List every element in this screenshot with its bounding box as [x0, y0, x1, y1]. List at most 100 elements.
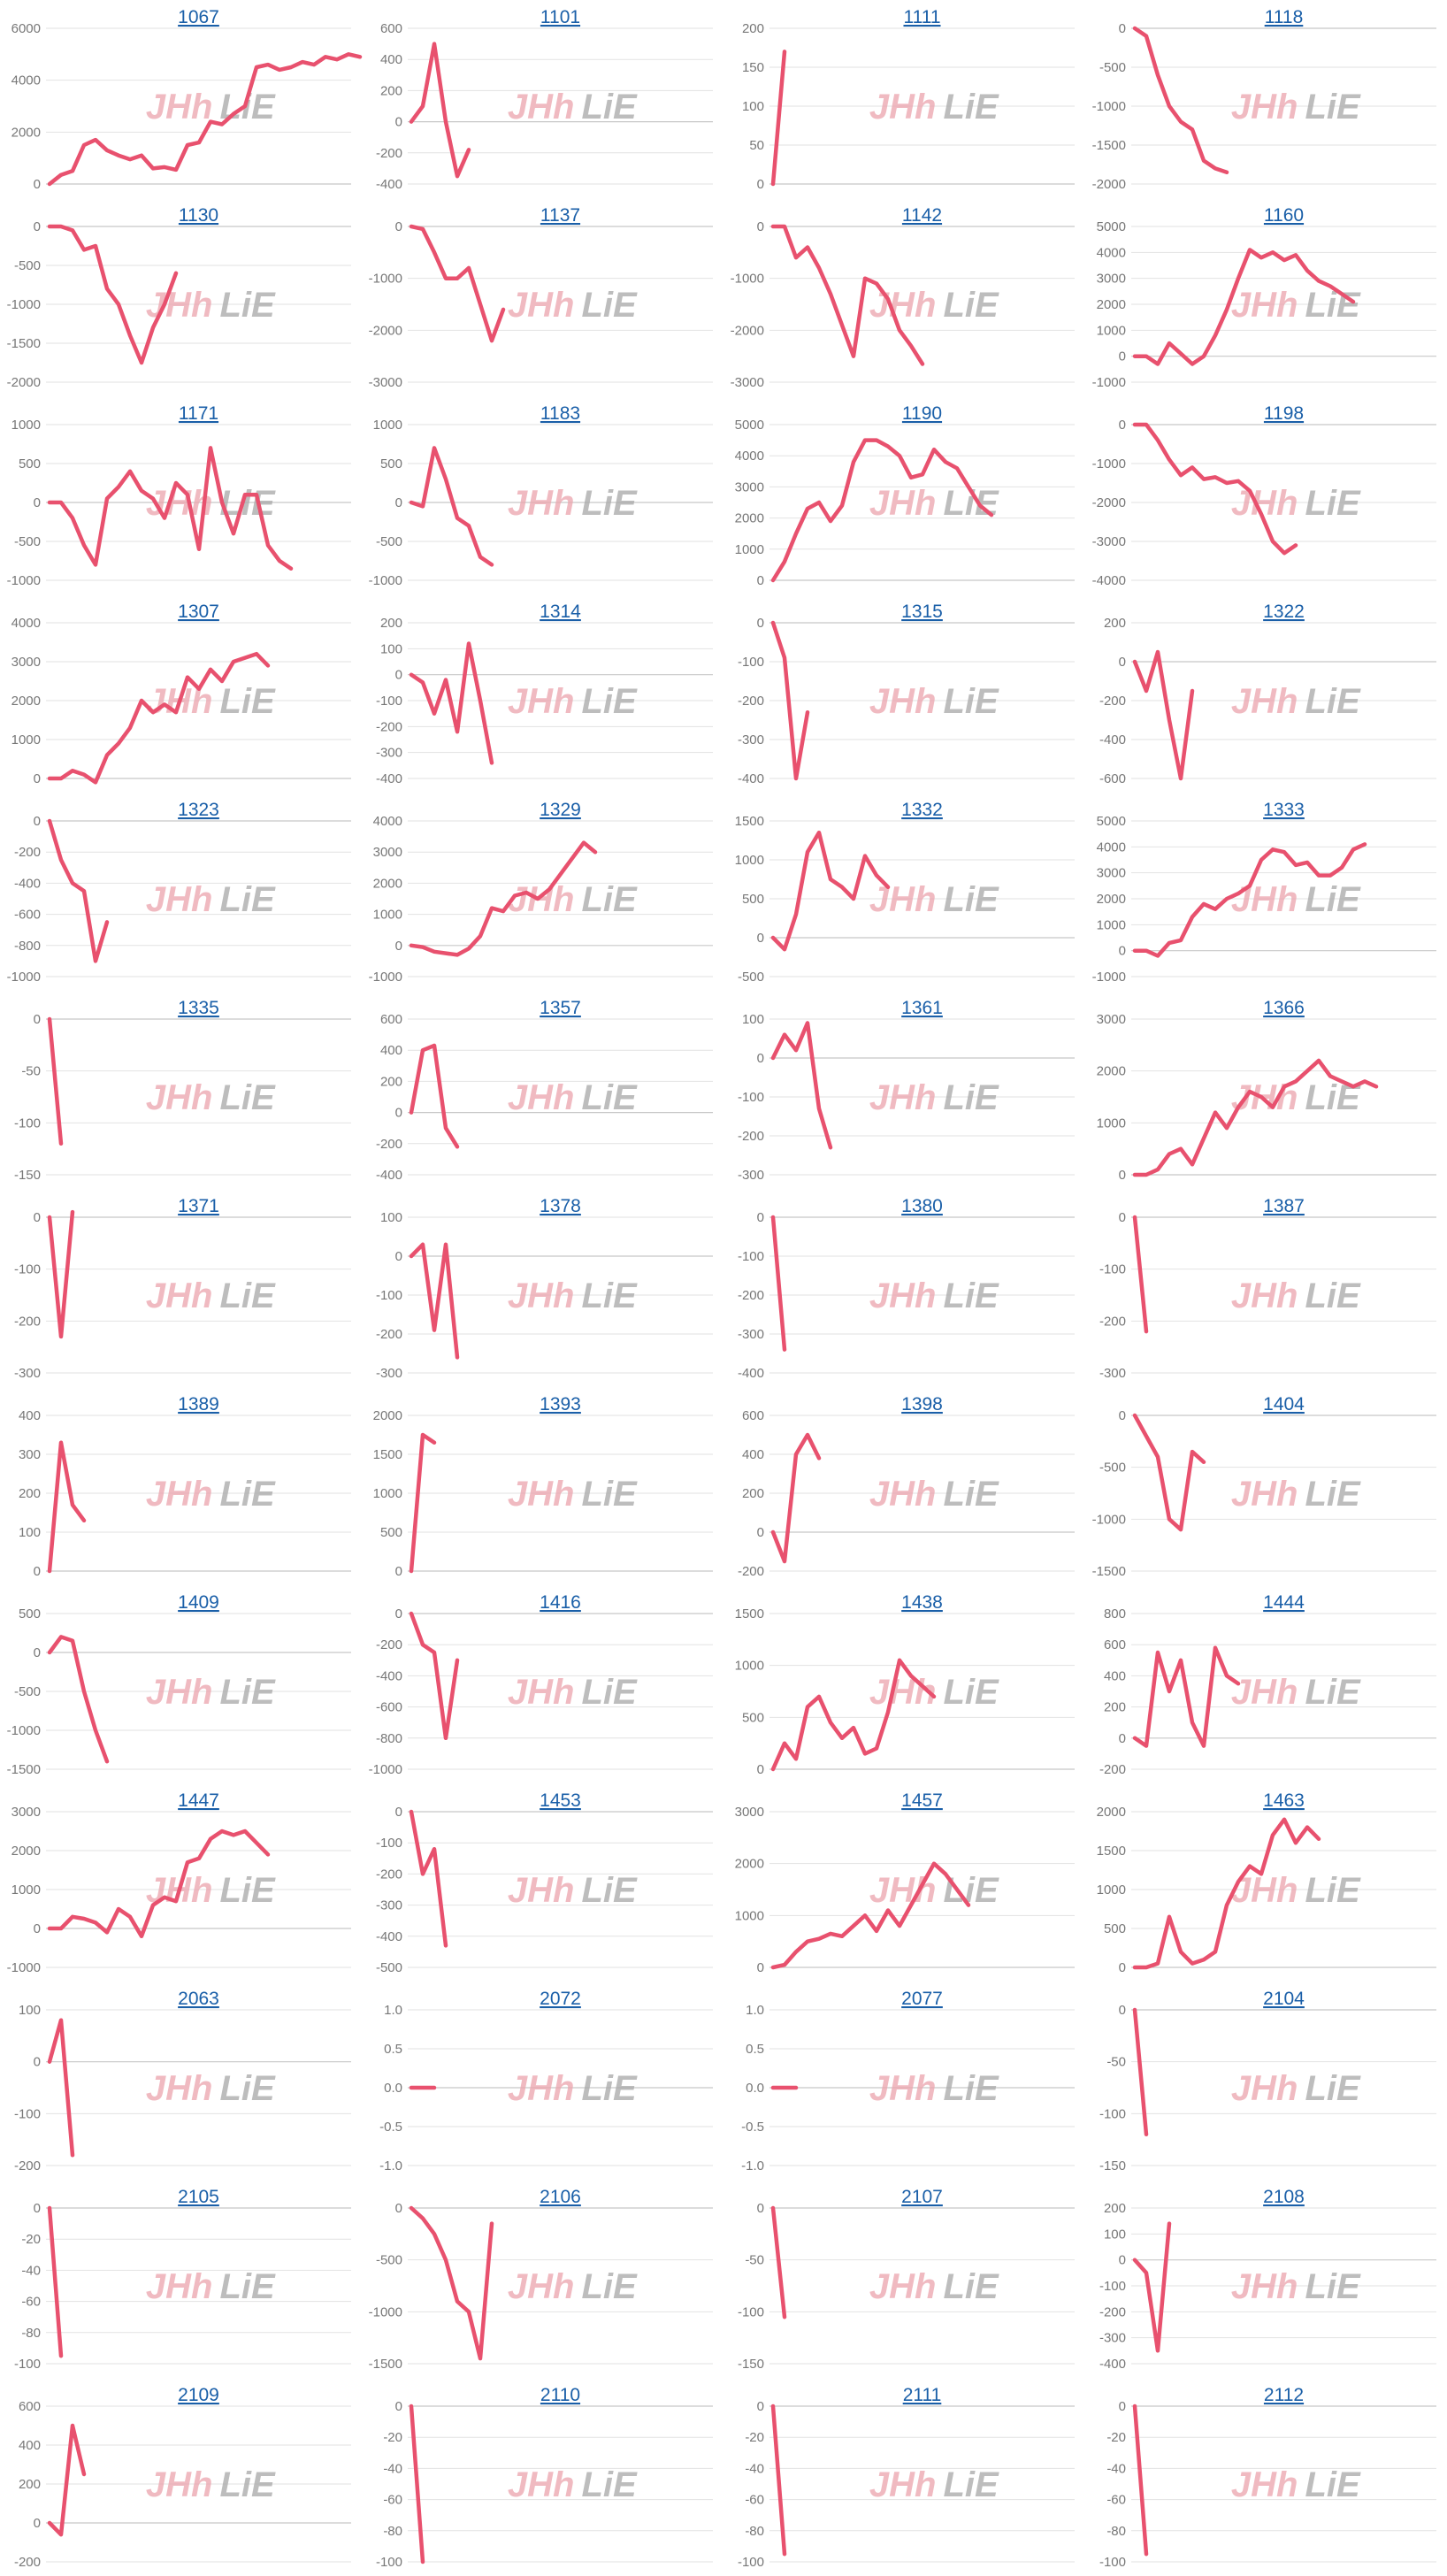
- chart-title-link[interactable]: 1366: [1263, 998, 1305, 1018]
- chart-title-link[interactable]: 1371: [178, 1196, 219, 1216]
- chart-title-link[interactable]: 2112: [1264, 2385, 1304, 2405]
- y-tick-label: 200: [1104, 1700, 1126, 1715]
- chart-title-link[interactable]: 1453: [540, 1790, 581, 1811]
- watermark-logo: JHh: [146, 2465, 213, 2504]
- y-tick-label: 3000: [11, 1805, 41, 1820]
- chart-title-link[interactable]: 2072: [540, 1989, 581, 2009]
- chart-title-link[interactable]: 1067: [178, 7, 219, 27]
- chart-title-link[interactable]: 2104: [1263, 1989, 1305, 2009]
- chart-title-link[interactable]: 1171: [179, 403, 218, 424]
- y-tick-label: -80: [745, 2524, 764, 2539]
- y-tick-label: 1500: [373, 1447, 402, 1462]
- chart-title-link[interactable]: 1457: [901, 1790, 943, 1811]
- y-tick-label: 1500: [735, 814, 764, 829]
- chart-title-link[interactable]: 2106: [540, 2187, 581, 2207]
- y-tick-label: 0: [1119, 655, 1126, 670]
- y-tick-label: 0: [34, 1645, 41, 1660]
- chart-title-link[interactable]: 2108: [1263, 2187, 1305, 2207]
- chart-title-link[interactable]: 1404: [1263, 1394, 1305, 1414]
- chart-title-link[interactable]: 1398: [901, 1394, 943, 1414]
- series-line: [409, 840, 598, 957]
- chart-title-link[interactable]: 1409: [178, 1592, 219, 1613]
- series-line: [47, 1440, 87, 1574]
- chart-title-link[interactable]: 1332: [901, 800, 943, 820]
- y-tick-label: 0: [395, 2201, 402, 2216]
- chart-title-link[interactable]: 1361: [901, 998, 943, 1018]
- chart-title-link[interactable]: 1130: [179, 205, 218, 226]
- y-tick-label: 5000: [1097, 814, 1126, 829]
- chart-title-link[interactable]: 1393: [540, 1394, 581, 1414]
- series-line: [770, 224, 925, 366]
- y-tick-label: -1000: [7, 1960, 41, 1975]
- y-tick-label: -100: [1099, 2279, 1126, 2294]
- chart-title-link[interactable]: 1314: [540, 602, 581, 622]
- chart-title-link[interactable]: 1137: [540, 205, 580, 226]
- chart-title-link[interactable]: 1101: [540, 7, 580, 27]
- series-line: [47, 2205, 64, 2358]
- chart-panel: 2104 -150 -100 -50 0 JHh LiE: [1099, 1989, 1436, 2174]
- y-tick-label: 0: [34, 2201, 41, 2216]
- chart-title-link[interactable]: 1357: [540, 998, 581, 1018]
- y-tick-label: 800: [1104, 1606, 1126, 1622]
- y-tick-label: 4000: [735, 448, 764, 464]
- series-line: [770, 2404, 787, 2557]
- chart-title-link[interactable]: 1380: [901, 1196, 943, 1216]
- chart-title-link[interactable]: 1111: [903, 7, 940, 27]
- y-tick-label: 5000: [1097, 219, 1126, 234]
- chart-title-link[interactable]: 1389: [178, 1394, 219, 1414]
- chart-title-link[interactable]: 1378: [540, 1196, 581, 1216]
- chart-title-link[interactable]: 1335: [178, 998, 219, 1018]
- y-tick-label: 4000: [1097, 840, 1126, 855]
- chart-title-link[interactable]: 1333: [1263, 800, 1305, 820]
- y-tick-label: -100: [1099, 2106, 1126, 2121]
- chart-title-link[interactable]: 1323: [178, 800, 219, 820]
- chart-title-link[interactable]: 1444: [1263, 1592, 1305, 1613]
- chart-title-link[interactable]: 2105: [178, 2187, 219, 2207]
- chart-title-link[interactable]: 2107: [901, 2187, 943, 2207]
- series-line: [47, 224, 179, 365]
- chart-title-link[interactable]: 1463: [1263, 1790, 1305, 1811]
- y-tick-label: 1000: [1097, 1882, 1126, 1898]
- y-tick-label: 3000: [735, 1805, 764, 1820]
- y-tick-label: 1000: [11, 1882, 41, 1898]
- y-tick-label: -60: [1106, 2493, 1126, 2508]
- chart-title-link[interactable]: 1142: [902, 205, 942, 226]
- chart-title-link[interactable]: 1183: [540, 403, 580, 424]
- chart-panel: 1404 -1500 -1000 -500 0 JHh LiE: [1092, 1394, 1436, 1579]
- chart-title-link[interactable]: 1447: [178, 1790, 219, 1811]
- chart-title-link[interactable]: 2111: [903, 2385, 942, 2405]
- y-tick-label: -1000: [1092, 970, 1126, 985]
- watermark-logo: LiE: [582, 286, 639, 325]
- y-tick-label: 0: [1119, 349, 1126, 364]
- y-tick-label: -1500: [1092, 138, 1126, 153]
- y-tick-label: 500: [380, 1525, 402, 1540]
- chart-title-link[interactable]: 1307: [178, 602, 219, 622]
- chart-title-link[interactable]: 1387: [1263, 1196, 1305, 1216]
- chart-title-link[interactable]: 1118: [1265, 7, 1304, 27]
- watermark-logo: LiE: [220, 2267, 277, 2306]
- chart-title-link[interactable]: 1329: [540, 800, 581, 820]
- watermark-logo: LiE: [944, 2069, 1000, 2108]
- chart-title-link[interactable]: 1190: [902, 403, 942, 424]
- chart-title-link[interactable]: 1322: [1263, 602, 1305, 622]
- y-tick-label: -60: [745, 2493, 764, 2508]
- watermark-logo: JHh: [508, 1276, 575, 1315]
- y-tick-label: -600: [1099, 771, 1126, 786]
- chart-title-link[interactable]: 1198: [1264, 403, 1304, 424]
- y-tick-label: 400: [19, 1408, 41, 1423]
- y-tick-label: 0: [1119, 1168, 1126, 1183]
- y-tick-label: 0: [34, 2055, 41, 2070]
- chart-title-link[interactable]: 2110: [540, 2385, 580, 2405]
- chart-title-link[interactable]: 1438: [901, 1592, 943, 1613]
- y-tick-label: 150: [742, 60, 764, 75]
- chart-title-link[interactable]: 1315: [901, 602, 943, 622]
- watermark-logo: LiE: [582, 1078, 639, 1117]
- chart-title-link[interactable]: 2109: [178, 2385, 219, 2405]
- chart-title-link[interactable]: 2077: [901, 1989, 943, 2009]
- watermark-logo: JHh: [1231, 2267, 1298, 2306]
- chart-title-link[interactable]: 2063: [178, 1989, 219, 2009]
- watermark-logo: LiE: [1305, 286, 1362, 325]
- chart-title-link[interactable]: 1416: [540, 1592, 581, 1613]
- chart-title-link[interactable]: 1160: [1264, 205, 1304, 226]
